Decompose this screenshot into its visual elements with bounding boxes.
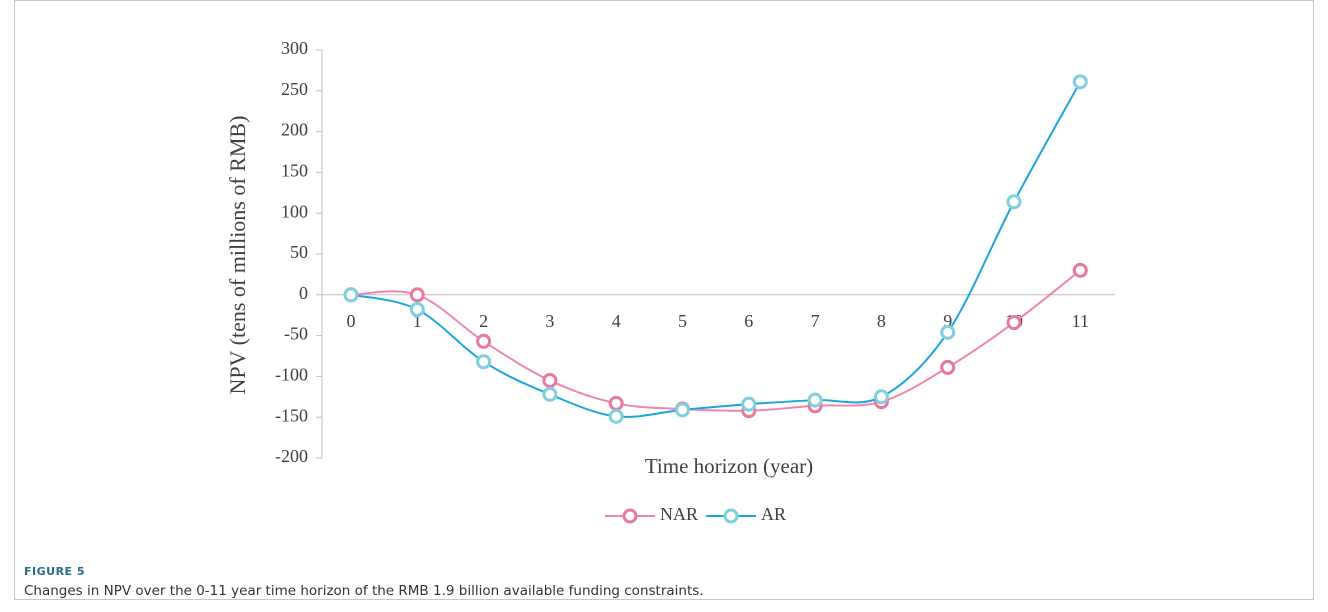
point-marker [608, 395, 624, 411]
y-tick-label: 150 [281, 161, 308, 181]
point-marker [476, 333, 492, 349]
y-tick-label: 100 [281, 201, 308, 221]
x-tick-label: 11 [1072, 311, 1089, 331]
point-marker [608, 408, 624, 424]
y-tick-label: 300 [281, 38, 308, 58]
y-tick-label: -100 [275, 365, 308, 385]
point-marker [873, 389, 889, 405]
legend-label: AR [761, 504, 786, 524]
point-marker [675, 402, 690, 418]
legend-marker [723, 508, 739, 524]
point-marker [1006, 194, 1022, 210]
x-tick-label: 9 [943, 311, 952, 331]
point-marker [343, 287, 359, 303]
y-axis-title: NPV (tens of millions of RMB) [225, 116, 250, 395]
y-tick-label: -50 [284, 324, 308, 344]
x-tick-label: 5 [678, 311, 687, 331]
x-tick-label: 7 [811, 311, 820, 331]
point-marker [741, 396, 757, 412]
x-tick-label: 1 [413, 311, 422, 331]
point-marker [1072, 262, 1088, 278]
legend-label: NAR [660, 504, 698, 524]
point-marker [409, 301, 425, 317]
x-tick-label: 6 [744, 311, 753, 331]
x-axis-title: Time horizon (year) [645, 454, 813, 478]
legend-marker [622, 508, 638, 524]
point-marker [940, 324, 956, 340]
point-marker [1006, 315, 1022, 331]
y-tick-label: 200 [281, 120, 308, 140]
y-tick-label: 50 [290, 242, 308, 262]
figure-frame [14, 0, 1314, 600]
y-tick-label: 250 [281, 79, 308, 99]
x-tick-label: 4 [612, 311, 621, 331]
figure-caption: Changes in NPV over the 0-11 year time h… [24, 583, 704, 599]
y-tick-label: -200 [275, 446, 308, 466]
point-marker [542, 386, 558, 402]
series-line [350, 269, 1081, 412]
x-tick-label: 8 [877, 311, 886, 331]
point-marker [1072, 74, 1088, 90]
y-tick-label: 0 [299, 283, 308, 303]
point-marker [807, 392, 823, 408]
figure-label: FIGURE 5 [24, 565, 85, 578]
point-marker [940, 359, 956, 375]
point-marker [476, 354, 492, 370]
point-marker [542, 372, 558, 388]
x-tick-label: 0 [347, 311, 356, 331]
x-tick-label: 2 [479, 311, 488, 331]
point-marker [409, 287, 425, 303]
x-tick-label: 3 [545, 311, 554, 331]
y-tick-label: -150 [275, 405, 308, 425]
